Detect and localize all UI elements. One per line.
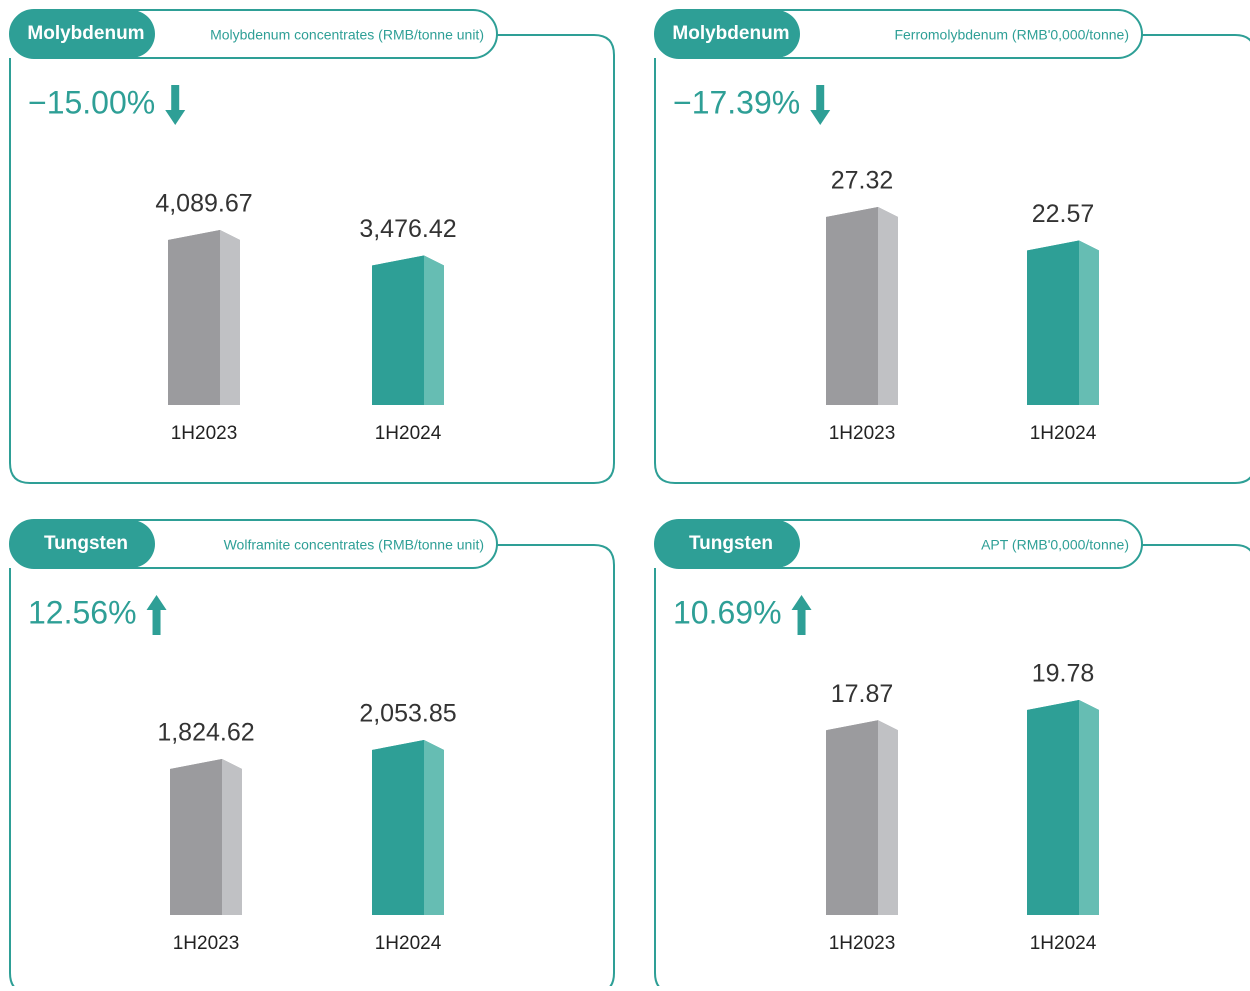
bar-side xyxy=(424,255,444,405)
bar xyxy=(1027,240,1099,405)
panel-title: Molybdenum xyxy=(672,23,789,44)
bar xyxy=(826,720,898,915)
bar-side xyxy=(222,758,242,915)
bar-front xyxy=(372,255,424,405)
title-pill xyxy=(10,10,155,58)
change-annotation: −17.39% xyxy=(673,84,800,120)
value-label: 2,053.85 xyxy=(359,700,456,728)
x-tick-label: 1H2023 xyxy=(829,423,896,444)
bar xyxy=(168,230,240,405)
trend-arrow xyxy=(791,595,812,635)
title-pill xyxy=(10,520,155,568)
x-tick-label: 1H2024 xyxy=(1030,933,1097,954)
trend-arrow xyxy=(810,85,831,125)
value-label: 3,476.42 xyxy=(359,215,456,243)
bar-front xyxy=(170,758,222,915)
bar-side xyxy=(878,720,898,915)
bar xyxy=(826,207,898,405)
change-annotation: 12.56% xyxy=(28,594,137,630)
panel-subtitle: Wolframite concentrates (RMB/tonne unit) xyxy=(224,537,484,553)
x-tick-label: 1H2024 xyxy=(375,423,442,444)
panel-title: Tungsten xyxy=(44,533,128,554)
panel-border xyxy=(9,34,615,484)
bar-side xyxy=(878,207,898,405)
x-tick-label: 1H2023 xyxy=(829,933,896,954)
title-pill xyxy=(655,520,800,568)
change-annotation: 10.69% xyxy=(673,594,782,630)
bar-front xyxy=(168,230,220,405)
x-tick-label: 1H2024 xyxy=(1030,423,1097,444)
x-tick-label: 1H2023 xyxy=(173,933,240,954)
panel-border xyxy=(654,34,1250,484)
value-label: 19.78 xyxy=(1032,660,1095,688)
panel-subtitle: Molybdenum concentrates (RMB/tonne unit) xyxy=(210,27,484,43)
value-label: 1,824.62 xyxy=(157,719,254,747)
trend-arrow xyxy=(146,595,167,635)
value-label: 22.57 xyxy=(1032,200,1095,228)
panel-title: Molybdenum xyxy=(27,23,144,44)
bar-side xyxy=(1079,240,1099,405)
bar xyxy=(372,255,444,405)
bar-front xyxy=(1027,240,1079,405)
bar xyxy=(1027,700,1099,915)
trend-arrow xyxy=(165,85,186,125)
bar-front xyxy=(1027,700,1079,915)
bar-side xyxy=(424,740,444,915)
bar-front xyxy=(826,207,878,405)
panel-subtitle: APT (RMB'0,000/tonne) xyxy=(981,537,1129,553)
value-label: 17.87 xyxy=(831,680,894,708)
bar xyxy=(170,758,242,915)
x-tick-label: 1H2024 xyxy=(375,933,442,954)
value-label: 4,089.67 xyxy=(155,190,252,218)
bar xyxy=(372,740,444,915)
bar-front xyxy=(372,740,424,915)
bar-side xyxy=(220,230,240,405)
bar-front xyxy=(826,720,878,915)
panel-title: Tungsten xyxy=(689,533,773,554)
value-label: 27.32 xyxy=(831,167,894,195)
panel-subtitle: Ferromolybdenum (RMB'0,000/tonne) xyxy=(894,27,1129,43)
title-pill xyxy=(655,10,800,58)
change-annotation: −15.00% xyxy=(28,84,155,120)
bar-side xyxy=(1079,700,1099,915)
x-tick-label: 1H2023 xyxy=(171,423,238,444)
